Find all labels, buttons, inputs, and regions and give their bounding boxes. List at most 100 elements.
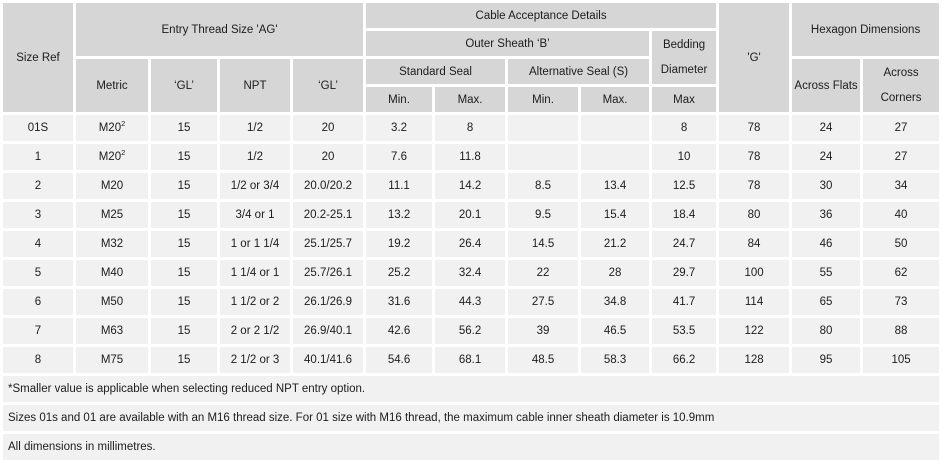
footnote-row: *Smaller value is applicable when select…	[3, 376, 940, 402]
metric-value: M50	[100, 296, 124, 308]
cell-gl: 15	[151, 231, 217, 257]
cell-std-max: 44.3	[435, 289, 506, 315]
cell-across-corners: 34	[863, 173, 940, 199]
table-footnotes: *Smaller value is applicable when select…	[3, 376, 940, 460]
cell-across-corners: 40	[863, 202, 940, 228]
table-row: 6 M50 15 1 1/2 or 2 26.1/26.9 31.6 44.3 27.5 34.…	[3, 289, 940, 315]
cell-alt-min: 48.5	[508, 347, 579, 373]
cell-npt-gl: 20	[293, 144, 364, 170]
cell-alt-max: 58.3	[581, 347, 650, 373]
cell-across-flats: 24	[792, 115, 861, 141]
cell-size-ref: 4	[3, 231, 73, 257]
cell-g: 84	[719, 231, 790, 257]
metric-value: M75	[100, 354, 124, 366]
cell-npt-gl: 26.9/40.1	[293, 318, 364, 344]
cell-alt-max: 13.4	[581, 173, 650, 199]
cell-alt-max: 21.2	[581, 231, 650, 257]
cell-across-corners: 105	[863, 347, 940, 373]
cell-metric: M202	[76, 115, 148, 141]
table-body: 01S M202 15 1/2 20 3.2 8 8 78 24 27 1 M202 15 1/2 20 7.6…	[3, 115, 940, 373]
footnote: Sizes 01s and 01 are available with an M…	[3, 405, 940, 431]
cell-gl: 15	[151, 202, 217, 228]
cell-bedding-max: 12.5	[652, 173, 717, 199]
cell-size-ref: 01S	[3, 115, 73, 141]
cell-std-max: 32.4	[435, 260, 506, 286]
cell-std-min: 7.6	[366, 144, 433, 170]
cell-gl: 15	[151, 173, 217, 199]
cell-alt-max: 28	[581, 260, 650, 286]
cell-across-flats: 80	[792, 318, 861, 344]
col-header-hexagon-dimensions: Hexagon Dimensions	[792, 3, 940, 56]
cell-g: 80	[719, 202, 790, 228]
col-header-size-ref: Size Ref	[3, 3, 73, 112]
cell-std-max: 26.4	[435, 231, 506, 257]
col-header-gl-metric: ‘GL’	[151, 59, 217, 112]
cell-std-min: 54.6	[366, 347, 433, 373]
col-header-cable-acceptance-details: Cable Acceptance Details	[366, 3, 717, 28]
cell-alt-min: 27.5	[508, 289, 579, 315]
cell-across-flats: 24	[792, 144, 861, 170]
table-row: 3 M25 15 3/4 or 1 20.2-25.1 13.2 20.1 9.5 15.4 18…	[3, 202, 940, 228]
cell-bedding-max: 8	[652, 115, 717, 141]
metric-value: M40	[100, 267, 124, 279]
cell-npt-gl: 26.1/26.9	[293, 289, 364, 315]
cell-alt-min	[508, 144, 579, 170]
cell-npt: 1 1/2 or 2	[220, 289, 290, 315]
cell-size-ref: 8	[3, 347, 73, 373]
cell-across-corners: 62	[863, 260, 940, 286]
cell-gl: 15	[151, 347, 217, 373]
table-header: Size Ref Entry Thread Size 'AG' Cable Ac…	[3, 3, 940, 112]
footnote: *Smaller value is applicable when select…	[3, 376, 940, 402]
cell-metric: M40	[76, 260, 148, 286]
cell-npt: 2 or 2 1/2	[220, 318, 290, 344]
cell-across-flats: 65	[792, 289, 861, 315]
table-row: 1 M202 15 1/2 20 7.6 11.8 10 78 24 27	[3, 144, 940, 170]
col-header-across-corners: Across Corners	[863, 59, 940, 112]
cell-metric: M20	[76, 173, 148, 199]
col-header-across-flats: Across Flats	[792, 59, 861, 112]
cell-across-corners: 88	[863, 318, 940, 344]
cell-npt: 2 1/2 or 3	[220, 347, 290, 373]
cell-npt-gl: 20.2-25.1	[293, 202, 364, 228]
cell-alt-min	[508, 115, 579, 141]
cell-npt: 1/2	[220, 115, 290, 141]
cell-g: 100	[719, 260, 790, 286]
cell-alt-min: 8.5	[508, 173, 579, 199]
cell-metric: M63	[76, 318, 148, 344]
footnote-row: Sizes 01s and 01 are available with an M…	[3, 405, 940, 431]
cell-std-max: 68.1	[435, 347, 506, 373]
cell-gl: 15	[151, 144, 217, 170]
cell-std-min: 11.1	[366, 173, 433, 199]
table-row: 7 M63 15 2 or 2 1/2 26.9/40.1 42.6 56.2 39 46.5 5…	[3, 318, 940, 344]
metric-value: M32	[100, 238, 124, 250]
cell-std-max: 8	[435, 115, 506, 141]
col-header-entry-thread-size: Entry Thread Size 'AG'	[76, 3, 364, 56]
footnote: All dimensions in millimetres.	[3, 434, 940, 460]
cell-bedding-max: 10	[652, 144, 717, 170]
cell-across-flats: 46	[792, 231, 861, 257]
cell-size-ref: 1	[3, 144, 73, 170]
col-header-bedding-diameter: Bedding Diameter	[652, 31, 717, 84]
footnote-row: All dimensions in millimetres.	[3, 434, 940, 460]
cell-std-max: 14.2	[435, 173, 506, 199]
cell-across-corners: 50	[863, 231, 940, 257]
col-header-standard-max: Max.	[435, 87, 506, 112]
cell-bedding-max: 29.7	[652, 260, 717, 286]
cell-across-corners: 73	[863, 289, 940, 315]
col-header-gl-npt: ‘GL’	[293, 59, 364, 112]
cell-alt-min: 22	[508, 260, 579, 286]
cell-std-min: 13.2	[366, 202, 433, 228]
cell-g: 128	[719, 347, 790, 373]
cell-npt: 1/2 or 3/4	[220, 173, 290, 199]
cell-gl: 15	[151, 318, 217, 344]
cell-npt-gl: 20	[293, 115, 364, 141]
cell-alt-max: 46.5	[581, 318, 650, 344]
metric-value: M20	[100, 180, 124, 192]
cell-std-max: 20.1	[435, 202, 506, 228]
cell-size-ref: 5	[3, 260, 73, 286]
cell-metric: M202	[76, 144, 148, 170]
metric-footnote-superscript: 2	[121, 148, 126, 158]
col-header-alternative-seal: Alternative Seal (S)	[508, 59, 650, 84]
cell-metric: M75	[76, 347, 148, 373]
